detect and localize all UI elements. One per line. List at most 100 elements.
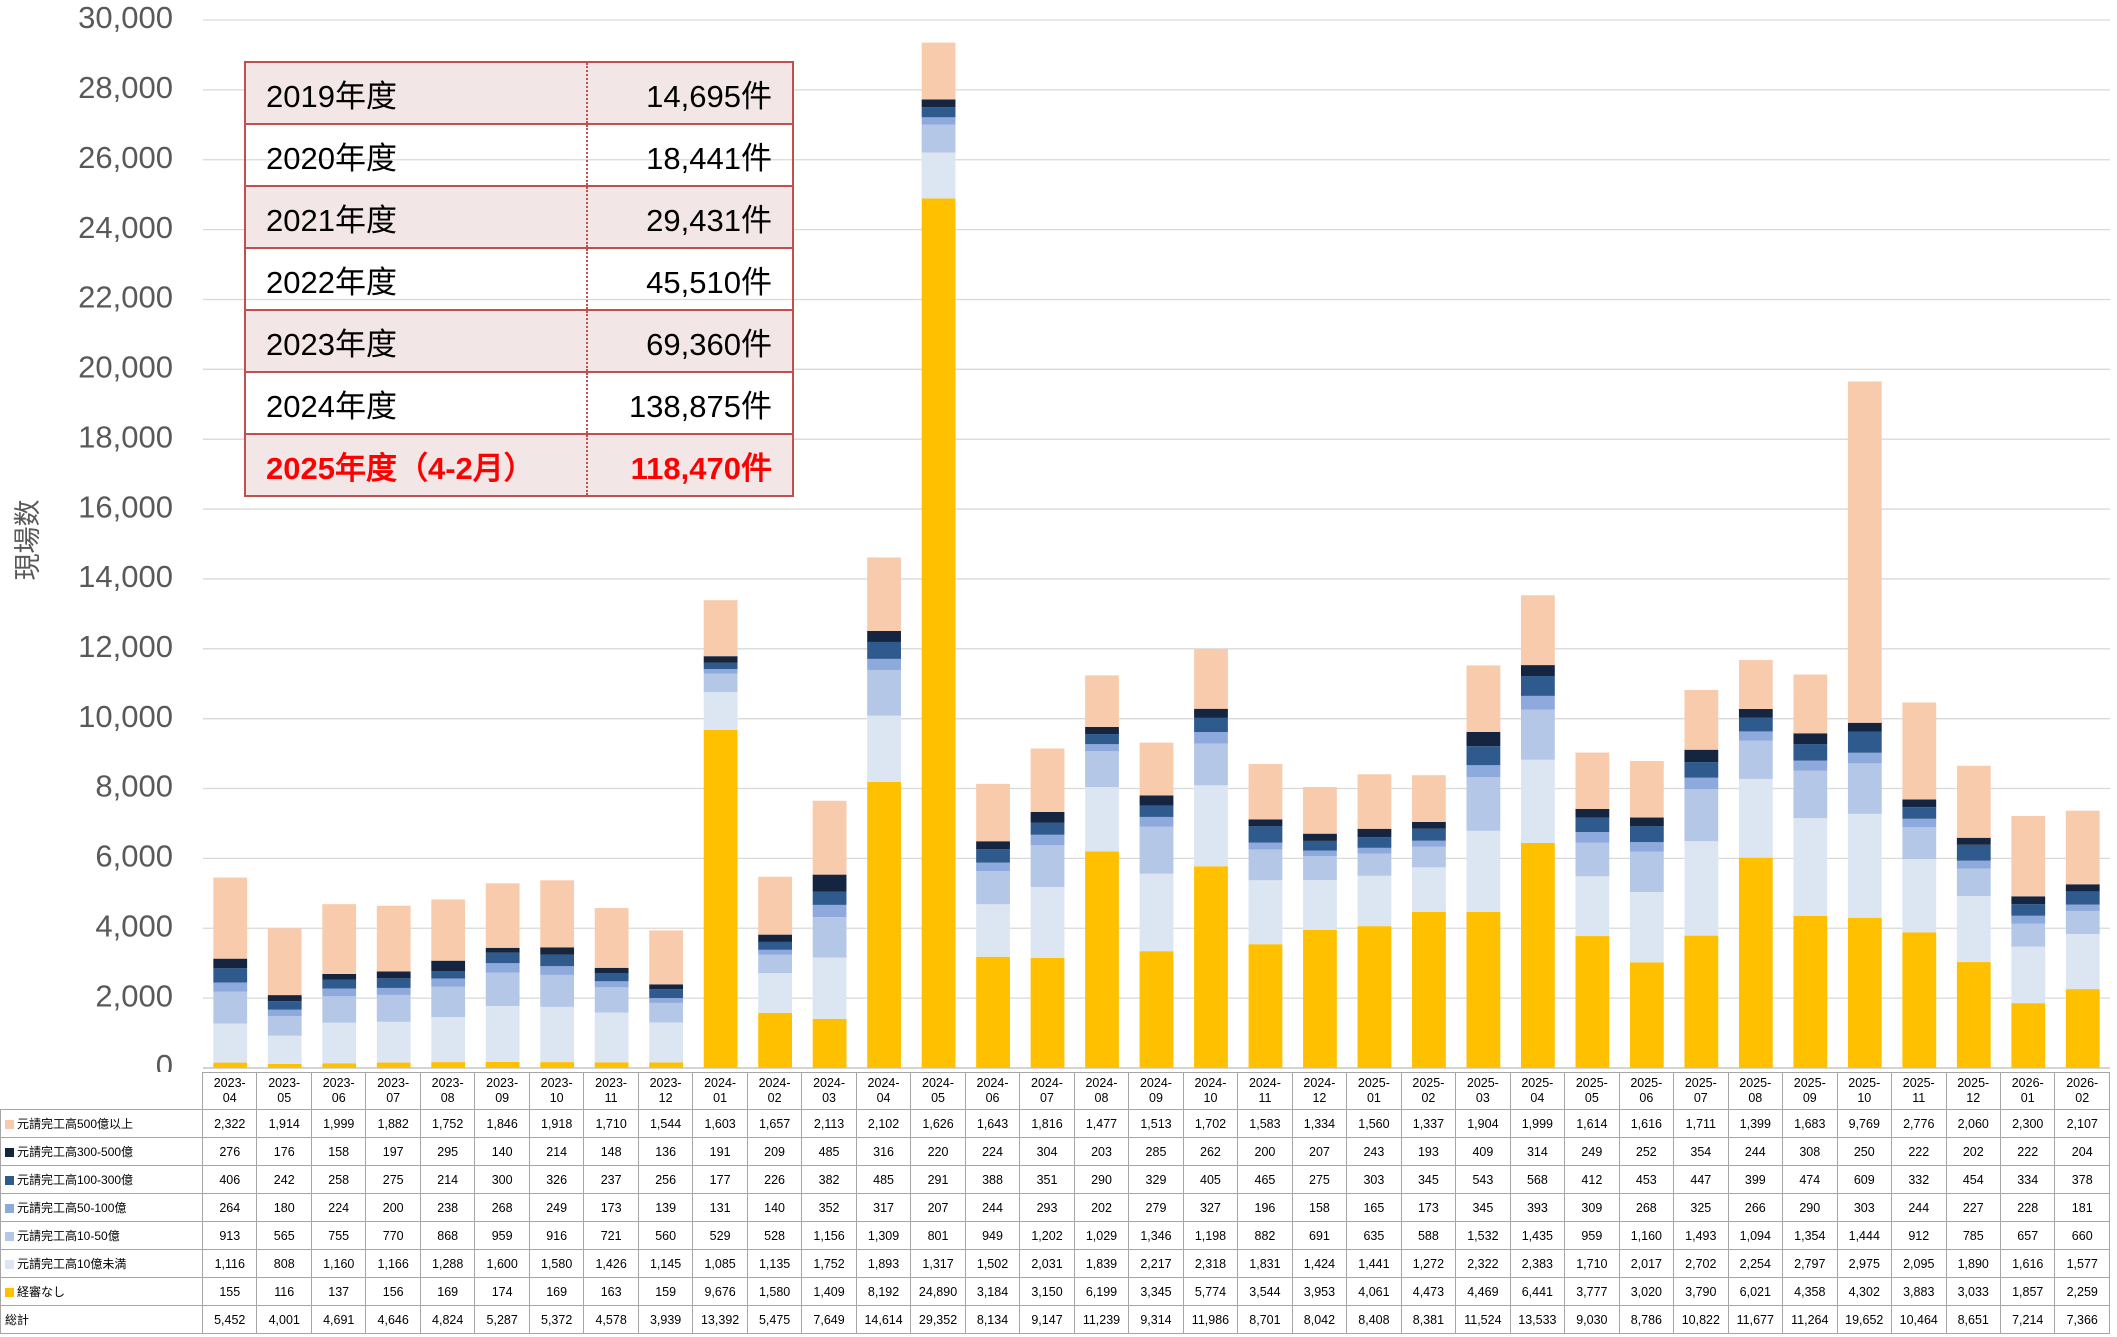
bar-segment bbox=[1575, 817, 1610, 833]
table-value: 1,560 bbox=[1346, 1109, 1402, 1138]
table-value: 169 bbox=[528, 1277, 585, 1306]
bar-segment bbox=[1793, 818, 1828, 916]
bar-segment bbox=[921, 198, 956, 1068]
bar-segment bbox=[649, 984, 684, 990]
x-tick-label: 2023-04 bbox=[213, 1076, 246, 1105]
table-value: 279 bbox=[1128, 1193, 1184, 1222]
table-value: 224 bbox=[310, 1193, 367, 1222]
table-value: 393 bbox=[1509, 1193, 1566, 1222]
legend-swatch bbox=[5, 1120, 14, 1130]
bar-segment bbox=[649, 1062, 684, 1068]
bar-segment bbox=[1248, 826, 1283, 843]
bar-segment bbox=[1902, 827, 1937, 860]
bar-segment bbox=[1248, 842, 1283, 850]
category-cell: 2023-06 bbox=[310, 1072, 367, 1110]
bar-segment bbox=[1030, 822, 1065, 835]
x-tick-label: 2023-12 bbox=[649, 1076, 682, 1105]
bar-segment bbox=[2011, 904, 2046, 916]
bar-segment bbox=[758, 954, 792, 974]
table-value: 801 bbox=[910, 1221, 966, 1250]
table-value: 155 bbox=[201, 1277, 258, 1306]
bar-segment bbox=[1847, 381, 1882, 723]
table-value: 173 bbox=[1400, 1193, 1457, 1222]
table-value: 1,085 bbox=[692, 1249, 748, 1278]
table-value: 5,452 bbox=[201, 1305, 258, 1334]
table-value: 163 bbox=[583, 1277, 639, 1306]
table-value: 181 bbox=[2054, 1193, 2110, 1222]
table-value: 140 bbox=[746, 1193, 803, 1222]
bar-segment bbox=[1902, 799, 1937, 808]
table-value: 159 bbox=[637, 1277, 694, 1306]
table-value: 227 bbox=[1945, 1193, 2001, 1222]
table-value: 308 bbox=[1782, 1137, 1838, 1166]
bar-segment bbox=[1684, 762, 1719, 778]
table-value: 2,031 bbox=[1019, 1249, 1075, 1278]
table-value: 176 bbox=[256, 1137, 312, 1166]
table-value: 5,475 bbox=[746, 1305, 803, 1334]
table-value: 1,816 bbox=[1019, 1109, 1075, 1138]
table-value: 207 bbox=[910, 1193, 966, 1222]
bar-segment bbox=[2065, 884, 2100, 892]
bar-segment bbox=[1030, 811, 1065, 823]
bar-segment bbox=[976, 841, 1010, 850]
category-cell: 2025-04 bbox=[1509, 1072, 1566, 1110]
table-value: 3,150 bbox=[1019, 1277, 1075, 1306]
legend-cell: 元請完工高300-500億 bbox=[0, 1137, 203, 1166]
legend-label: 経審なし bbox=[17, 1285, 66, 1299]
legend-cell: 元請完工高100-300億 bbox=[0, 1165, 203, 1194]
table-value: 317 bbox=[855, 1193, 912, 1222]
table-value: 2,797 bbox=[1782, 1249, 1838, 1278]
table-value: 228 bbox=[1999, 1193, 2056, 1222]
table-value: 4,469 bbox=[1455, 1277, 1511, 1306]
bar-segment bbox=[1303, 880, 1337, 930]
bar-segment bbox=[1575, 876, 1610, 937]
table-value: 3,790 bbox=[1673, 1277, 1729, 1306]
table-value: 207 bbox=[1291, 1137, 1348, 1166]
bar-segment bbox=[2065, 904, 2100, 911]
bar-segment bbox=[867, 641, 901, 659]
x-tick-label: 2025-08 bbox=[1739, 1076, 1772, 1105]
table-row: 元請完工高100-300億 406 242 258 275 214 300 326 237 256… bbox=[0, 1165, 2110, 1194]
table-value: 1,999 bbox=[1509, 1109, 1566, 1138]
x-tick-label: 2024-06 bbox=[976, 1076, 1009, 1105]
bar-segment bbox=[1357, 853, 1392, 876]
table-value: 2,975 bbox=[1836, 1249, 1893, 1278]
table-value: 1,094 bbox=[1727, 1221, 1784, 1250]
table-value: 1,317 bbox=[910, 1249, 966, 1278]
category-cell: 2025-02 bbox=[1400, 1072, 1457, 1110]
table-value: 1,893 bbox=[855, 1249, 912, 1278]
table-value: 1,532 bbox=[1455, 1221, 1511, 1250]
bar-segment bbox=[921, 107, 956, 118]
table-value: 868 bbox=[419, 1221, 476, 1250]
bar-segment bbox=[1521, 759, 1555, 843]
table-value: 3,033 bbox=[1945, 1277, 2001, 1306]
bar-segment bbox=[376, 994, 411, 1022]
bar-segment bbox=[1956, 868, 1991, 897]
table-value: 1,600 bbox=[474, 1249, 530, 1278]
bar-segment bbox=[322, 1063, 357, 1068]
table-value: 131 bbox=[692, 1193, 748, 1222]
table-value: 4,001 bbox=[256, 1305, 312, 1334]
bar-segment bbox=[1793, 915, 1828, 1068]
table-value: 1,711 bbox=[1673, 1109, 1729, 1138]
category-cell: 2024-07 bbox=[1019, 1072, 1075, 1110]
table-value: 1,441 bbox=[1346, 1249, 1402, 1278]
table-value: 214 bbox=[419, 1165, 476, 1194]
bar-segment bbox=[758, 1012, 792, 1068]
x-tick-label: 2023-07 bbox=[377, 1076, 410, 1105]
bar-segment bbox=[1412, 821, 1446, 829]
table-value: 327 bbox=[1182, 1193, 1239, 1222]
bar-segment bbox=[2065, 810, 2100, 885]
bar-segment bbox=[1684, 841, 1719, 936]
table-value: 326 bbox=[528, 1165, 585, 1194]
summary-year: 2021年度 bbox=[245, 186, 588, 249]
table-value: 1,544 bbox=[637, 1109, 694, 1138]
bar-segment bbox=[267, 1001, 302, 1010]
table-value: 140 bbox=[474, 1137, 530, 1166]
bar-segment bbox=[376, 905, 411, 972]
bar-segment bbox=[267, 995, 302, 1002]
table-value: 1,029 bbox=[1073, 1221, 1130, 1250]
category-cell: 2023-07 bbox=[365, 1072, 421, 1110]
bar-segment bbox=[267, 1063, 302, 1068]
